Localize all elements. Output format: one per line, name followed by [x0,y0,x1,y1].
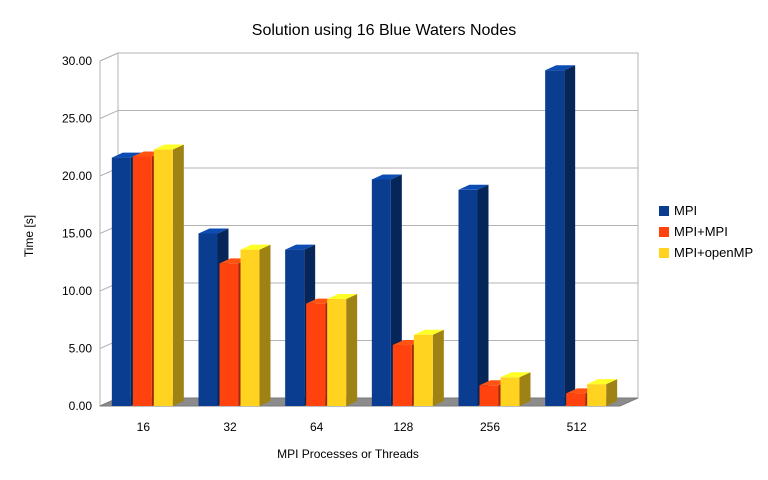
bar-side [346,294,358,406]
legend-label: MPI [674,203,697,218]
bar-side [477,184,489,406]
y-tick-label: 25.00 [62,112,92,126]
bar-mpi-openmp-64 [327,294,358,406]
x-axis-label: MPI Processes or Threads [277,447,419,461]
bar-front [587,384,607,406]
legend-label: MPI+openMP [674,245,753,260]
bar-mpi-openmp-256 [500,372,531,406]
bar-front [219,263,239,406]
x-axis-ticks: 16 32 64 128 256 512 [137,420,587,434]
bar-front [545,70,565,406]
x-tick-label: 512 [567,420,587,434]
bar-mpi-openmp-512 [587,379,618,406]
bar-front [458,189,478,406]
bar-front [566,393,586,406]
bar-front [153,149,173,407]
bar-top [111,152,142,158]
bar-side [432,329,444,406]
legend-swatch [659,206,669,216]
legend-label: MPI+MPI [674,224,728,239]
bar-front [240,249,260,406]
bar-side [259,244,271,406]
bar-front [198,233,218,406]
bar-front [392,345,412,406]
y-axis-ticks: 0.00 5.00 10.00 15.00 20.00 25.00 30.00 [62,54,92,413]
bar-front [479,385,499,406]
bar-front [306,303,326,406]
bar-top [500,372,531,378]
bar-mpi-256 [458,184,489,406]
bar-front [371,179,391,406]
legend-swatch [659,227,669,237]
bar-top [327,294,358,300]
y-tick-label: 20.00 [62,169,92,183]
y-axis-label: Time [s] [22,215,36,257]
legend-item: MPI+MPI [659,224,728,239]
gridline [99,52,638,62]
x-tick-label: 128 [393,420,413,434]
chart-title: Solution using 16 Blue Waters Nodes [252,22,516,39]
bar-top [458,184,489,190]
legend: MPI MPI+MPI MPI+openMP [659,203,753,260]
bar-front [111,157,131,406]
bar-top [285,244,316,250]
bar-mpi-512 [545,65,576,406]
x-tick-label: 64 [310,420,324,434]
bar-top [198,228,229,234]
gridline [99,110,638,119]
bar-front [413,334,433,406]
bar-side [606,379,618,406]
bar-mpi-openmp-128 [413,329,444,406]
bar-top [413,329,444,335]
bar-front [327,299,347,406]
legend-swatch [659,248,669,258]
bar-front [285,249,305,406]
bar-mpi-openmp-32 [240,244,271,406]
bars [111,65,618,407]
bar-top [545,65,576,71]
bar-top [153,144,184,150]
legend-item: MPI+openMP [659,245,753,260]
legend-item: MPI [659,203,697,218]
bar-mpi-openmp-16 [153,144,184,407]
x-tick-label: 256 [480,420,500,434]
bar-front [500,377,520,406]
bar-side [519,372,531,406]
bar-side [564,65,576,406]
bar-top [240,244,271,250]
y-tick-label: 5.00 [69,342,93,356]
y-tick-label: 15.00 [62,227,92,241]
bar-top [371,174,402,180]
y-tick-label: 30.00 [62,54,92,68]
x-tick-label: 16 [137,420,151,434]
y-tick-label: 10.00 [62,284,92,298]
x-tick-label: 32 [223,420,237,434]
y-tick-label: 0.00 [69,399,93,413]
bar-side [172,144,184,407]
bar-front [132,156,152,406]
bar-top [587,379,618,385]
